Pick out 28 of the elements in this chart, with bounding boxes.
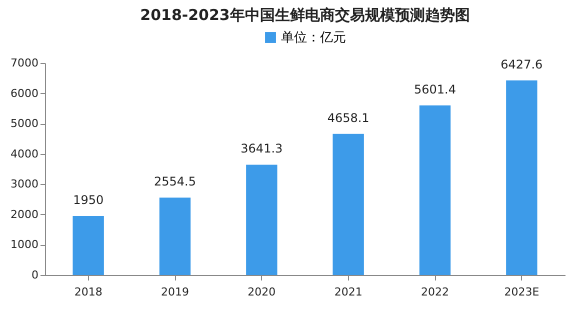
x-tick-label: 2023E bbox=[504, 286, 540, 298]
data-label: 3641.3 bbox=[240, 142, 283, 156]
x-tick-label: 2018 bbox=[74, 286, 102, 298]
y-tick-label: 4000 bbox=[10, 147, 38, 160]
x-tick-label: 2020 bbox=[248, 286, 276, 298]
data-label: 5601.4 bbox=[414, 82, 456, 96]
legend-label: 单位：亿元 bbox=[281, 30, 346, 46]
y-tick-label: 5000 bbox=[10, 117, 38, 130]
y-tick-label: 6000 bbox=[10, 86, 38, 100]
x-tick-label: 2022 bbox=[421, 286, 449, 298]
x-tick-label: 2021 bbox=[334, 286, 362, 298]
data-label: 2554.5 bbox=[154, 174, 196, 189]
x-tick-label: 2019 bbox=[161, 286, 189, 298]
bar bbox=[246, 164, 278, 275]
y-tick-label: 1000 bbox=[10, 238, 38, 252]
y-tick-label: 3000 bbox=[10, 178, 38, 191]
data-label: 4658.1 bbox=[327, 110, 370, 125]
y-tick-label: 7000 bbox=[10, 56, 38, 70]
y-tick-label: 2000 bbox=[10, 208, 38, 221]
bar bbox=[72, 216, 104, 275]
bar bbox=[332, 134, 364, 275]
bar bbox=[506, 80, 538, 275]
chart-title: 2018-2023年中国生鲜电商交易规模预测趋势图 bbox=[140, 6, 470, 24]
data-label: 1950 bbox=[73, 192, 104, 207]
data-label: 6427.6 bbox=[500, 57, 543, 72]
y-tick-label: 0 bbox=[32, 268, 38, 282]
bar bbox=[419, 105, 451, 275]
bar bbox=[159, 198, 191, 275]
